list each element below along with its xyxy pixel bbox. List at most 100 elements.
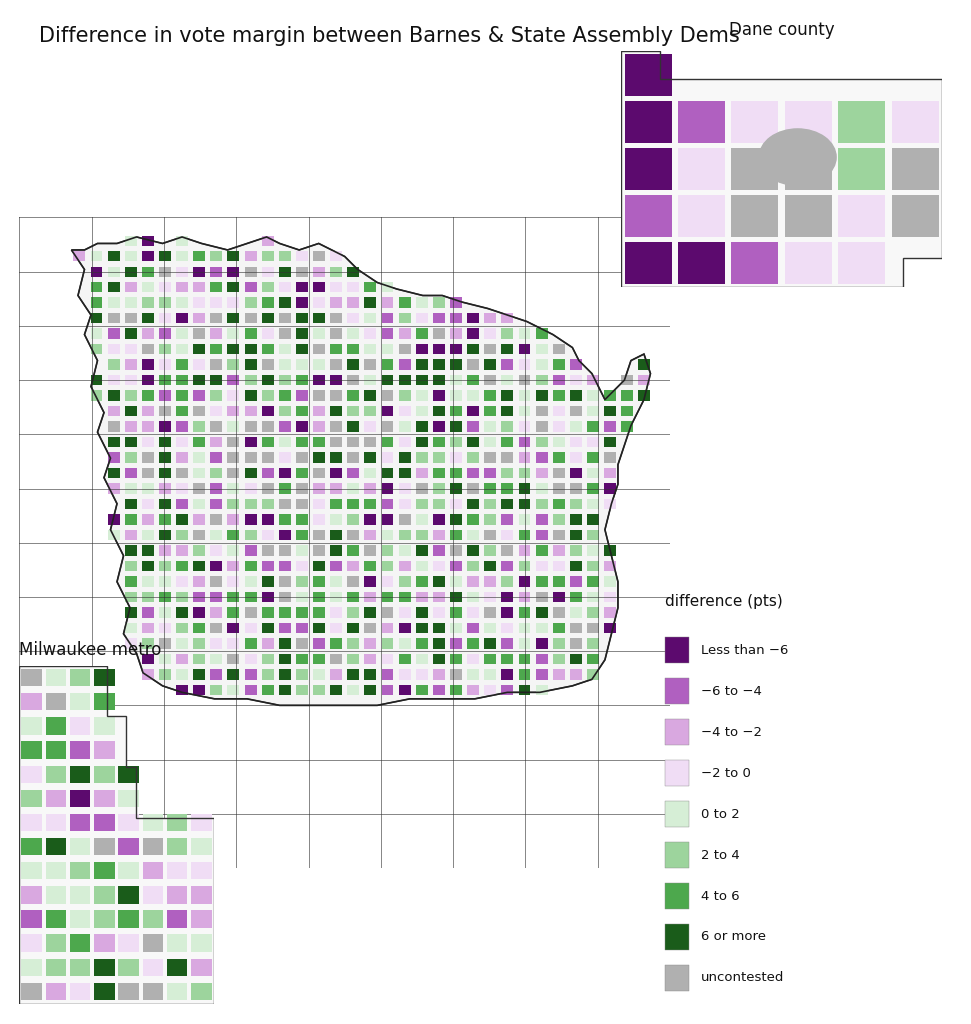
Bar [193, 653, 205, 664]
Bar [193, 359, 205, 370]
Bar [552, 577, 565, 587]
Bar [501, 685, 514, 695]
Bar [245, 344, 256, 354]
Bar [279, 313, 290, 324]
Text: uncontested: uncontested [701, 972, 785, 984]
Bar [501, 313, 514, 324]
Bar [124, 561, 137, 571]
Bar [142, 406, 153, 416]
Bar [167, 958, 187, 976]
Bar [313, 251, 325, 261]
Bar [450, 437, 462, 447]
Bar [330, 344, 342, 354]
Bar [604, 437, 616, 447]
Bar [124, 546, 137, 556]
Bar [348, 344, 359, 354]
Bar [604, 453, 616, 463]
Bar [570, 638, 582, 648]
Bar [587, 592, 599, 602]
Bar [485, 592, 496, 602]
Bar [399, 670, 411, 680]
Bar [570, 499, 582, 509]
Bar [519, 437, 530, 447]
Bar [262, 623, 274, 633]
Bar [142, 483, 153, 494]
Bar [159, 390, 171, 400]
Bar [450, 685, 462, 695]
Bar [501, 529, 514, 540]
Bar [485, 607, 496, 617]
Bar [587, 437, 599, 447]
Bar [227, 638, 240, 648]
Bar [382, 406, 393, 416]
Bar [124, 375, 137, 385]
Bar [227, 344, 240, 354]
Bar [364, 313, 377, 324]
Bar [416, 298, 427, 308]
Bar [501, 592, 514, 602]
Bar [262, 390, 274, 400]
Bar [176, 577, 188, 587]
Bar [142, 236, 153, 246]
Bar [399, 329, 411, 339]
Bar [399, 359, 411, 370]
Bar [124, 422, 137, 432]
Bar [118, 958, 139, 976]
Bar [348, 422, 359, 432]
Bar [279, 468, 290, 478]
Bar [296, 499, 308, 509]
Bar [279, 437, 290, 447]
Bar [159, 359, 171, 370]
Bar [501, 468, 514, 478]
Bar [296, 390, 308, 400]
Bar [485, 514, 496, 524]
Bar [279, 670, 290, 680]
Bar [519, 499, 530, 509]
Bar [348, 607, 359, 617]
Bar [570, 359, 582, 370]
Bar [191, 814, 212, 831]
Bar [262, 329, 274, 339]
Bar [348, 282, 359, 292]
Bar [485, 670, 496, 680]
Bar [193, 670, 205, 680]
Bar [552, 437, 565, 447]
Bar [485, 561, 496, 571]
Bar [399, 577, 411, 587]
Bar [245, 546, 256, 556]
Bar [604, 390, 616, 400]
Bar [348, 499, 359, 509]
Bar [124, 344, 137, 354]
Bar [211, 577, 222, 587]
PathPatch shape [72, 237, 651, 706]
Bar [94, 693, 115, 711]
Bar [416, 514, 427, 524]
Bar [211, 529, 222, 540]
Bar [570, 577, 582, 587]
Bar [159, 499, 171, 509]
Bar [587, 670, 599, 680]
Bar [227, 561, 240, 571]
Bar [536, 561, 548, 571]
Bar [519, 514, 530, 524]
Bar [142, 266, 153, 276]
Bar [536, 329, 548, 339]
Bar [245, 298, 256, 308]
Bar [159, 329, 171, 339]
Bar [296, 607, 308, 617]
Bar [450, 638, 462, 648]
Bar [193, 607, 205, 617]
Bar [142, 607, 153, 617]
Bar [552, 483, 565, 494]
Bar [279, 375, 290, 385]
Bar [262, 561, 274, 571]
Bar [211, 499, 222, 509]
Bar [227, 529, 240, 540]
Bar [621, 375, 633, 385]
Bar [501, 670, 514, 680]
Bar [364, 577, 377, 587]
Bar [191, 886, 212, 903]
Bar [176, 422, 188, 432]
Bar [211, 344, 222, 354]
Bar [399, 406, 411, 416]
